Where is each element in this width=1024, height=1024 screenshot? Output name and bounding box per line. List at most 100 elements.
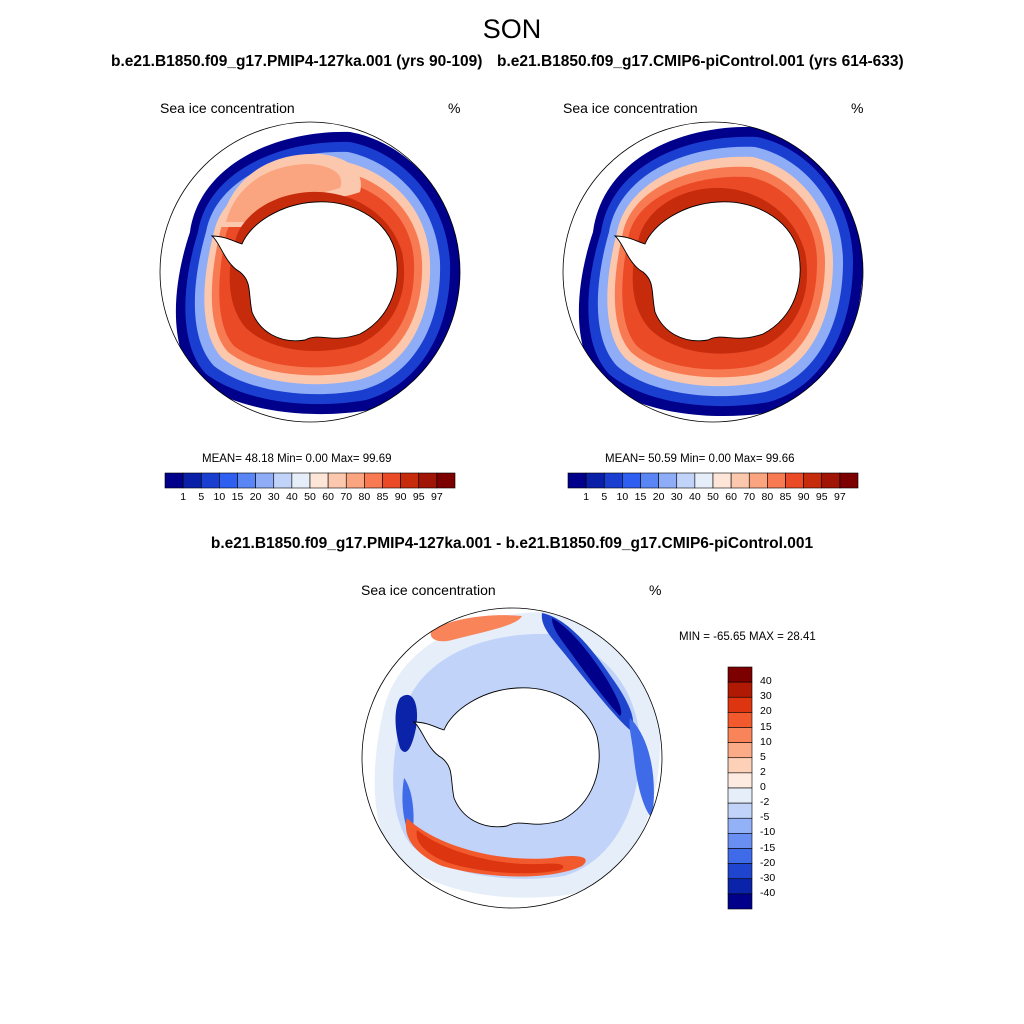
left-colorbar-box (327, 472, 347, 489)
left-polar-map (160, 122, 460, 422)
difference-colorbar-box (727, 772, 753, 789)
left-colorbar-tick-label: 30 (267, 491, 280, 503)
right-colorbar-box (767, 472, 786, 489)
right-colorbar-tick-label: 95 (815, 491, 828, 503)
difference-colorbar-box (727, 893, 753, 910)
right-colorbar-box (585, 472, 605, 489)
left-units-label: % (448, 100, 461, 116)
left-colorbar (164, 472, 456, 489)
difference-colorbar-tick-label: 2 (760, 765, 766, 778)
left-colorbar-box (273, 472, 293, 489)
left-colorbar-tick-label: 15 (231, 491, 244, 503)
left-colorbar-tick-label: 5 (198, 491, 205, 503)
antarctica-land (210, 201, 398, 342)
difference-colorbar-box (727, 848, 753, 864)
right-panel-title: b.e21.B1850.f09_g17.CMIP6-piControl.001 … (497, 53, 904, 70)
difference-colorbar-tick-label: 20 (760, 705, 772, 718)
difference-colorbar-tick-label: -20 (760, 856, 776, 869)
antarctica-land (613, 201, 801, 342)
right-colorbar-box (658, 472, 678, 489)
left-colorbar-box (418, 472, 438, 489)
difference-colorbar-tick-label: -15 (760, 841, 776, 854)
difference-colorbar-tick-label: 5 (760, 750, 766, 763)
left-colorbar-tick-label: 80 (358, 491, 371, 503)
left-colorbar-tick-label: 85 (376, 491, 389, 503)
difference-colorbar-tick-label: 40 (760, 675, 772, 688)
right-colorbar-box (821, 472, 841, 489)
difference-colorbar-box (727, 787, 753, 804)
right-colorbar-box (640, 472, 659, 489)
left-colorbar-tick-label: 70 (340, 491, 353, 503)
right-colorbar-tick-label: 30 (670, 491, 683, 503)
difference-colorbar-box (727, 696, 753, 713)
right-colorbar-box (603, 472, 623, 489)
right-colorbar-tick-label: 15 (634, 491, 647, 503)
difference-colorbar-box (727, 878, 753, 895)
right-variable-label: Sea ice concentration (563, 100, 698, 116)
difference-colorbar-box (727, 681, 753, 698)
difference-colorbar-tick-label: -40 (760, 886, 776, 899)
difference-colorbar-tick-label: -5 (760, 811, 770, 824)
difference-colorbar-tick-label: -30 (760, 871, 776, 884)
left-colorbar-box (237, 472, 256, 489)
difference-polar-map (362, 608, 662, 908)
left-colorbar-box (182, 472, 202, 489)
right-colorbar-tick-label: 60 (725, 491, 737, 503)
difference-colorbar-tick-label: 0 (760, 781, 766, 793)
difference-colorbar-box (727, 742, 753, 759)
right-units-label: % (851, 100, 864, 116)
difference-colorbar-box (727, 863, 753, 880)
left-stats: MEAN= 48.18 Min= 0.00 Max= 99.69 (202, 453, 392, 465)
right-colorbar-tick-label: 50 (707, 491, 719, 503)
right-colorbar-tick-label: 70 (743, 491, 756, 503)
left-colorbar-tick-label: 40 (286, 491, 298, 503)
left-colorbar-tick-label: 90 (394, 491, 407, 503)
left-colorbar-box (345, 472, 365, 489)
right-colorbar-tick-label: 80 (761, 491, 774, 503)
difference-colorbar-tick-label: -2 (760, 796, 770, 809)
diff-minmax: MIN = -65.65 MAX = 28.41 (679, 631, 816, 643)
right-colorbar-box (803, 472, 823, 489)
left-colorbar-box (436, 472, 456, 489)
left-colorbar-box (364, 472, 383, 489)
right-colorbar (567, 472, 859, 489)
left-colorbar-tick-label: 1 (180, 491, 187, 503)
left-colorbar-tick-label: 20 (249, 491, 262, 503)
difference-panel-title: b.e21.B1850.f09_g17.PMIP4-127ka.001 - b.… (210, 535, 814, 552)
difference-colorbar-box (727, 802, 753, 819)
left-colorbar-box (164, 472, 184, 489)
right-colorbar-tick-label: 85 (779, 491, 792, 503)
right-colorbar-box (839, 472, 859, 489)
right-colorbar-tick-label: 20 (652, 491, 665, 503)
left-variable-label: Sea ice concentration (160, 100, 295, 116)
difference-colorbar-box (727, 666, 753, 683)
right-colorbar-tick-label: 90 (797, 491, 810, 503)
difference-colorbar (727, 666, 753, 910)
difference-colorbar-box (727, 817, 753, 834)
left-colorbar-box (200, 472, 220, 489)
left-colorbar-tick-label: 95 (412, 491, 425, 503)
left-colorbar-tick-label: 60 (322, 491, 334, 503)
right-colorbar-tick-label: 40 (689, 491, 701, 503)
difference-colorbar-tick-label: 15 (760, 720, 772, 733)
left-colorbar-box (382, 472, 401, 489)
difference-colorbar-tick-label: 30 (760, 690, 772, 703)
diff-variable-label: Sea ice concentration (361, 582, 496, 598)
difference-colorbar-box (727, 757, 753, 774)
right-colorbar-tick-label: 97 (834, 491, 846, 503)
right-colorbar-box (567, 472, 587, 489)
right-colorbar-tick-label: 1 (583, 491, 590, 503)
left-colorbar-box (400, 472, 420, 489)
difference-colorbar-box (727, 833, 753, 849)
difference-colorbar-box (727, 712, 753, 728)
right-colorbar-box (676, 472, 696, 489)
right-colorbar-box (730, 472, 750, 489)
left-colorbar-box (309, 472, 329, 489)
right-polar-map (563, 122, 863, 422)
antarctica-land (412, 687, 600, 828)
left-colorbar-tick-label: 50 (304, 491, 316, 503)
right-colorbar-box (712, 472, 732, 489)
difference-colorbar-tick-label: 10 (760, 735, 772, 748)
right-stats: MEAN= 50.59 Min= 0.00 Max= 99.66 (605, 453, 795, 465)
